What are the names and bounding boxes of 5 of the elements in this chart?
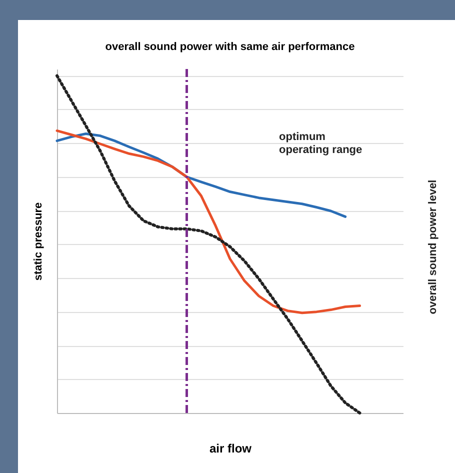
y2-axis-title: overall sound power level	[427, 179, 439, 314]
x-axis-title: air flow	[209, 442, 252, 456]
chart-title: overall sound power with same air performance	[105, 40, 355, 53]
annotation: optimum operating range	[279, 131, 362, 156]
y-axis-title: static pressure	[32, 202, 44, 281]
